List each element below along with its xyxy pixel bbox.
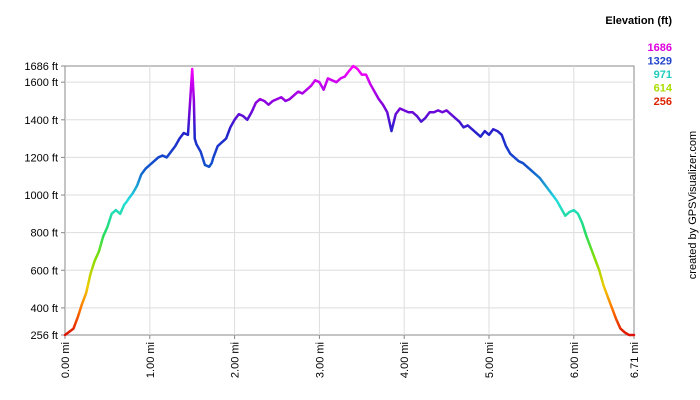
y-tick-label: 1200 ft [24, 152, 58, 164]
x-tick-label: 1.00 mi [145, 342, 157, 378]
x-tick-label: 3.00 mi [314, 342, 326, 378]
y-axis: 256 ft 400 ft 600 ft 800 ft 1000 ft 1200 ft 14… [24, 61, 65, 342]
y-tick-label: 400 ft [30, 303, 58, 315]
y-tick-label: 1400 ft [24, 115, 58, 127]
x-axis: 0.00 mi 1.00 mi 2.00 mi 3.00 mi 4.00 mi 5.00 … [60, 335, 641, 378]
legend-entry: 1329 [648, 56, 672, 68]
legend-entry: 971 [654, 69, 672, 81]
legend-entry: 614 [654, 83, 673, 95]
legend-title: Elevation (ft) [605, 15, 672, 27]
x-tick-label: 0.00 mi [60, 342, 72, 378]
elevation-line [63, 64, 636, 337]
y-tick-label: 1600 ft [24, 77, 58, 89]
y-tick-label: 1686 ft [24, 61, 58, 73]
y-tick-label: 256 ft [30, 330, 58, 342]
credit-text: created by GPSVisualizer.com [687, 131, 699, 279]
y-tick-label: 800 ft [30, 228, 58, 240]
x-tick-label: 6.71 mi [629, 342, 641, 378]
series-layer [63, 64, 636, 337]
x-tick-label: 4.00 mi [399, 342, 411, 378]
y-tick-label: 600 ft [30, 265, 58, 277]
legend-entry: 256 [654, 96, 672, 108]
y-tick-label: 1000 ft [24, 190, 58, 202]
plot-area [64, 65, 635, 336]
x-tick-label: 6.00 mi [569, 342, 581, 378]
legend-entry: 1686 [648, 42, 672, 54]
x-tick-label: 2.00 mi [230, 342, 242, 378]
x-tick-label: 5.00 mi [484, 342, 496, 378]
